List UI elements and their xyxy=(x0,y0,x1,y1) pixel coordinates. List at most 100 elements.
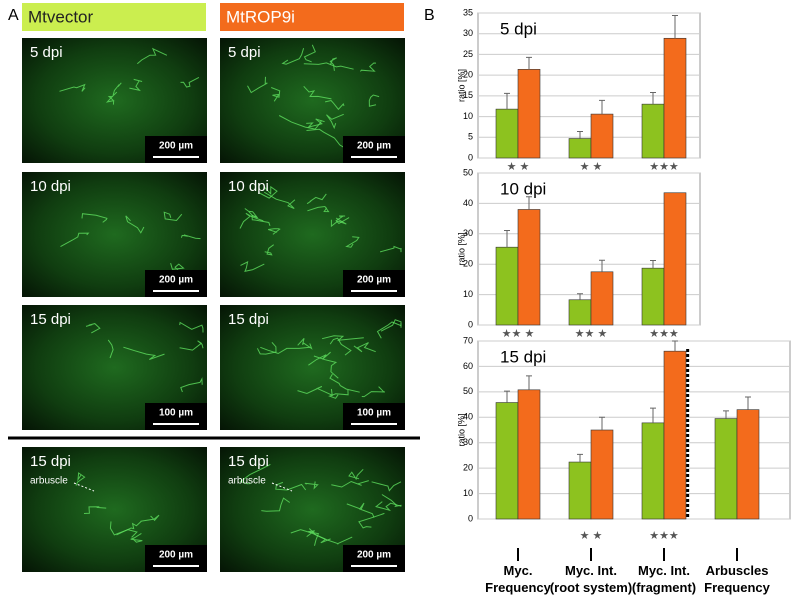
y-tick-label: 20 xyxy=(463,70,473,80)
hypha xyxy=(308,351,331,366)
column-header-box xyxy=(220,3,404,31)
hypha xyxy=(308,528,353,545)
hypha xyxy=(313,355,339,379)
hypha xyxy=(240,260,265,272)
significance: ★★ ★ xyxy=(502,328,535,340)
significance: ★ ★ xyxy=(580,161,603,173)
scale-box xyxy=(343,403,405,430)
hypha xyxy=(107,339,114,359)
hypha xyxy=(290,529,331,544)
hypha xyxy=(125,215,145,234)
error-bar xyxy=(526,196,532,210)
hypha xyxy=(326,113,344,130)
error-bar xyxy=(504,92,510,110)
x-tick-label: Myc. Int. (root system) xyxy=(550,563,632,595)
hypha xyxy=(306,118,325,129)
scale-label: 200 µm xyxy=(357,141,391,152)
time-label: 10 dpi xyxy=(228,178,269,195)
hypha xyxy=(179,321,204,333)
hypha xyxy=(335,215,350,225)
hypha xyxy=(59,83,86,92)
significance: ★★ ★ xyxy=(575,328,608,340)
chart-title: 10 dpi xyxy=(500,179,546,198)
y-tick-label: 40 xyxy=(463,198,473,208)
panel-label: B xyxy=(424,7,435,24)
hypha xyxy=(306,128,348,150)
hypha xyxy=(281,48,305,65)
scale-label: 200 µm xyxy=(159,141,193,152)
bar xyxy=(495,402,519,520)
time-label: 15 dpi xyxy=(30,311,71,328)
column-header-box xyxy=(22,3,206,31)
hypha xyxy=(329,373,360,393)
hypha xyxy=(379,245,402,253)
bar xyxy=(663,192,687,326)
bar xyxy=(590,113,614,159)
time-label: 5 dpi xyxy=(228,44,261,61)
hypha xyxy=(303,44,316,63)
y-tick-label: 25 xyxy=(463,49,473,59)
scale-box xyxy=(145,136,207,163)
hypha xyxy=(353,342,376,353)
hypha xyxy=(170,262,185,275)
hypha xyxy=(130,532,143,543)
annotation-arrow xyxy=(73,482,95,492)
y-tick-label: 15 xyxy=(463,90,473,100)
hypha xyxy=(303,85,332,100)
hypha xyxy=(375,501,402,512)
scale-label: 200 µm xyxy=(357,550,391,561)
hypha xyxy=(256,341,277,355)
time-label: 10 dpi xyxy=(30,178,71,195)
error-bar xyxy=(650,260,656,269)
y-axis-label: ratio [%] xyxy=(456,69,466,102)
error-bar xyxy=(526,375,532,390)
hypha xyxy=(179,340,204,351)
hypha xyxy=(116,521,142,536)
hypha xyxy=(251,214,271,226)
error-bar xyxy=(577,453,583,463)
hypha xyxy=(306,530,320,546)
y-axis-label: ratio [%] xyxy=(456,232,466,265)
scale-box xyxy=(145,545,207,572)
y-tick-label: 20 xyxy=(463,259,473,269)
y-tick-label: 20 xyxy=(463,463,473,473)
bar xyxy=(517,389,541,520)
error-bar xyxy=(577,130,583,139)
hypha xyxy=(380,319,402,332)
scale-label: 100 µm xyxy=(357,408,391,419)
error-bar xyxy=(599,99,605,115)
hypha xyxy=(278,115,322,130)
hypha xyxy=(261,497,290,512)
hypha xyxy=(297,386,333,397)
y-tick-label: 50 xyxy=(463,386,473,396)
hypha xyxy=(360,62,377,72)
bar xyxy=(736,409,760,520)
hypha xyxy=(239,212,264,229)
x-tick-label: Myc. Int. (fragment) xyxy=(632,563,696,595)
hypha xyxy=(324,99,345,111)
hypha xyxy=(304,481,319,490)
bar xyxy=(568,138,592,159)
hypha xyxy=(163,211,183,222)
significance: ★★★ xyxy=(649,161,679,173)
hypha xyxy=(83,506,107,514)
bar xyxy=(495,246,519,326)
hypha xyxy=(348,468,364,481)
time-label: 15 dpi xyxy=(30,453,71,470)
hypha xyxy=(105,95,115,105)
error-bar xyxy=(504,390,510,403)
hypha xyxy=(306,193,327,205)
bar xyxy=(590,429,614,520)
hypha xyxy=(346,502,375,518)
annotation-arrow xyxy=(271,482,293,492)
hypha xyxy=(345,236,360,248)
hypha xyxy=(81,213,108,223)
time-label: 15 dpi xyxy=(228,311,269,328)
y-tick-label: 30 xyxy=(463,437,473,447)
hypha xyxy=(75,472,86,486)
hypha xyxy=(330,217,347,228)
chart-title: 5 dpi xyxy=(500,19,537,38)
scale-label: 200 µm xyxy=(357,275,391,286)
y-tick-label: 0 xyxy=(468,319,473,329)
y-tick-label: 60 xyxy=(463,361,473,371)
